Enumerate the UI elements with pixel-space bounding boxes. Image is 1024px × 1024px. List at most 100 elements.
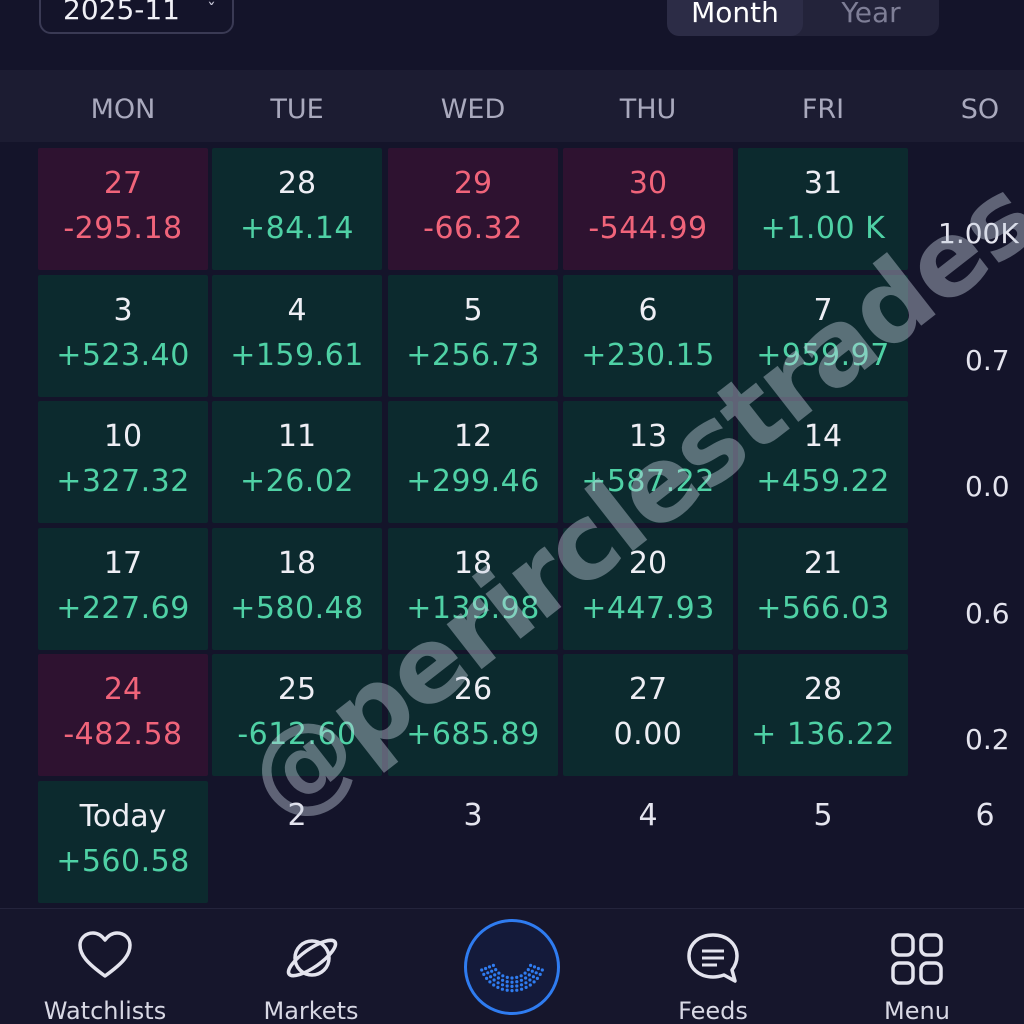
- nav-watchlists[interactable]: Watchlists: [20, 909, 190, 1024]
- weekday-sat: SO: [960, 94, 1000, 125]
- day-cell[interactable]: 27 0.00: [563, 654, 733, 776]
- day-number: 29: [453, 166, 493, 201]
- day-pnl: +227.69: [56, 591, 190, 626]
- day-cell[interactable]: 30 -544.99: [563, 148, 733, 270]
- day-pnl: +1.00 K: [760, 211, 886, 246]
- day-cell[interactable]: 10 +327.32: [38, 401, 208, 523]
- day-number: 28: [803, 672, 843, 707]
- day-number: 18: [453, 546, 493, 581]
- day-number: 3: [113, 293, 133, 328]
- day-cell[interactable]: 6 +230.15: [563, 275, 733, 397]
- planet-icon: [286, 938, 338, 978]
- day-pnl: +26.02: [239, 464, 355, 499]
- day-number: 27: [628, 672, 668, 707]
- week-total: 0.2: [965, 723, 1010, 756]
- day-cell[interactable]: 3 +523.40: [38, 275, 208, 397]
- day-cell[interactable]: 5 +256.73: [388, 275, 558, 397]
- weekday-fri: FRI: [801, 94, 845, 125]
- today-cell[interactable]: Today +560.58: [38, 781, 208, 903]
- day-number: 21: [803, 546, 843, 581]
- day-pnl: + 136.22: [751, 717, 895, 752]
- day-pnl: +587.22: [581, 464, 715, 499]
- day-number: 13: [628, 419, 668, 454]
- day-pnl: +566.03: [756, 591, 890, 626]
- day-number: 24: [103, 672, 143, 707]
- tab-month[interactable]: Month: [667, 0, 803, 36]
- nav-markets[interactable]: Markets: [226, 909, 396, 1024]
- day-cell[interactable]: 29 -66.32: [388, 148, 558, 270]
- day-number: 4: [287, 293, 307, 328]
- month-picker[interactable]: 2025-11 ˇ: [39, 0, 234, 34]
- day-number: 31: [803, 166, 843, 201]
- day-cell[interactable]: 25 -612.60: [212, 654, 382, 776]
- weekday-wed: WED: [440, 94, 506, 125]
- day-number: 28: [277, 166, 317, 201]
- day-number: 7: [813, 293, 833, 328]
- day-cell[interactable]: 18 +139.98: [388, 528, 558, 650]
- grid-icon: [891, 933, 943, 985]
- home-logo-button[interactable]: [464, 919, 560, 1015]
- nav-watchlists-label: Watchlists: [43, 997, 167, 1024]
- day-pnl: -544.99: [588, 211, 708, 246]
- chat-bubble-icon: [687, 933, 739, 983]
- weekday-thu: THU: [619, 94, 677, 125]
- day-number: 18: [277, 546, 317, 581]
- chevron-icon: ˇ: [207, 0, 216, 21]
- day-number: 11: [277, 419, 317, 454]
- day-cell[interactable]: 27 -295.18: [38, 148, 208, 270]
- future-day[interactable]: 5: [813, 798, 833, 833]
- future-day[interactable]: 3: [463, 798, 483, 833]
- day-cell[interactable]: 4 +159.61: [212, 275, 382, 397]
- tab-year[interactable]: Year: [841, 0, 901, 29]
- day-pnl: -295.18: [63, 211, 183, 246]
- day-cell[interactable]: 11 +26.02: [212, 401, 382, 523]
- day-pnl: +959.97: [756, 338, 890, 373]
- day-number: 27: [103, 166, 143, 201]
- nav-feeds-label: Feeds: [678, 997, 748, 1024]
- heart-icon: [78, 931, 132, 978]
- today-label: Today: [79, 799, 167, 834]
- day-number: 6: [638, 293, 658, 328]
- day-pnl: +84.14: [239, 211, 355, 246]
- day-cell[interactable]: 21 +566.03: [738, 528, 908, 650]
- day-cell[interactable]: 24 -482.58: [38, 654, 208, 776]
- day-number: 26: [453, 672, 493, 707]
- day-pnl: -612.60: [237, 717, 357, 752]
- day-number: 14: [803, 419, 843, 454]
- bottom-nav: Watchlists Markets Feeds: [0, 908, 1024, 1024]
- month-picker-value: 2025-11: [63, 0, 180, 26]
- day-pnl: +230.15: [581, 338, 715, 373]
- day-cell[interactable]: 17 +227.69: [38, 528, 208, 650]
- day-number: 25: [277, 672, 317, 707]
- smile-logo-icon: [480, 963, 544, 993]
- week-total: 0.6: [965, 597, 1010, 630]
- day-number: 20: [628, 546, 668, 581]
- future-day[interactable]: 4: [638, 798, 658, 833]
- today-pnl: +560.58: [56, 844, 190, 879]
- view-toggle: Month Year: [667, 0, 939, 36]
- day-cell[interactable]: 28 + 136.22: [738, 654, 908, 776]
- day-number: 12: [453, 419, 493, 454]
- day-cell[interactable]: 26 +685.89: [388, 654, 558, 776]
- day-cell[interactable]: 7 +959.97: [738, 275, 908, 397]
- day-cell[interactable]: 31 +1.00 K: [738, 148, 908, 270]
- day-pnl: 0.00: [613, 717, 683, 752]
- day-pnl: +447.93: [581, 591, 715, 626]
- day-pnl: +299.46: [406, 464, 540, 499]
- future-day[interactable]: 6: [975, 798, 995, 833]
- day-pnl: -482.58: [63, 717, 183, 752]
- future-day[interactable]: 2: [287, 798, 307, 833]
- day-cell[interactable]: 20 +447.93: [563, 528, 733, 650]
- day-cell[interactable]: 14 +459.22: [738, 401, 908, 523]
- day-pnl: +327.32: [56, 464, 190, 499]
- day-cell[interactable]: 13 +587.22: [563, 401, 733, 523]
- nav-menu-label: Menu: [884, 997, 950, 1024]
- day-pnl: +139.98: [406, 591, 540, 626]
- nav-menu[interactable]: Menu: [832, 909, 1002, 1024]
- day-pnl: -66.32: [423, 211, 523, 246]
- nav-feeds[interactable]: Feeds: [628, 909, 798, 1024]
- day-cell[interactable]: 28 +84.14: [212, 148, 382, 270]
- day-cell[interactable]: 12 +299.46: [388, 401, 558, 523]
- day-cell[interactable]: 18 +580.48: [212, 528, 382, 650]
